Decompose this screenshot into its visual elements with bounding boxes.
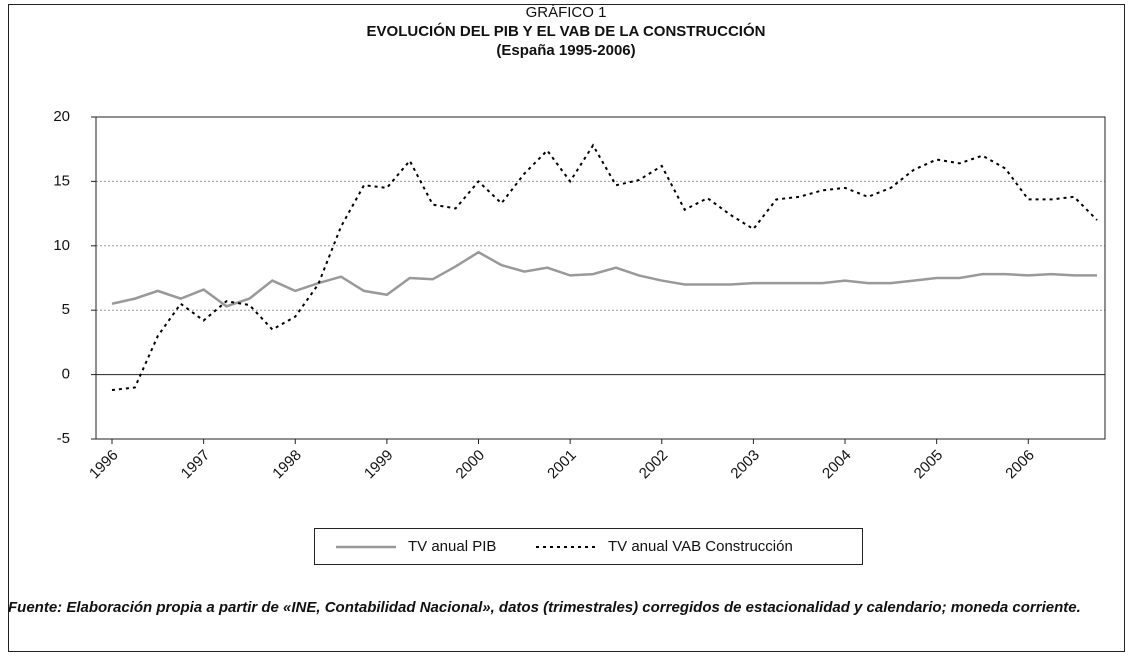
x-tick-label: 2000 xyxy=(453,447,489,483)
y-tick-label: -5 xyxy=(57,430,70,447)
x-tick-label: 1998 xyxy=(269,447,305,483)
x-tick-label: 1999 xyxy=(361,447,397,483)
y-tick-label: 0 xyxy=(62,366,70,383)
x-tick-label: 2001 xyxy=(544,447,580,483)
legend-box xyxy=(314,528,863,565)
frame xyxy=(8,4,1125,652)
chart-subtitle: (España 1995-2006) xyxy=(496,42,635,59)
legend-label: TV anual VAB Construcción xyxy=(608,538,793,555)
y-tick-label: 15 xyxy=(53,172,70,189)
x-tick-label: 2003 xyxy=(727,447,763,483)
x-tick-label: 2005 xyxy=(911,447,947,483)
chart-title: EVOLUCIÓN DEL PIB Y EL VAB DE LA CONSTRU… xyxy=(367,22,766,40)
x-tick-label: 2006 xyxy=(1002,447,1038,483)
line-series xyxy=(111,250,1097,308)
chart-kicker: GRÁFICO 1 xyxy=(526,4,607,21)
x-tick-label: 2002 xyxy=(636,447,672,483)
line-series xyxy=(111,143,1098,392)
legend-label: TV anual PIB xyxy=(408,538,496,555)
source-note: Fuente: Elaboración propia a partir de «… xyxy=(8,599,1081,616)
y-tick-label: 10 xyxy=(53,237,70,254)
x-tick-label: 1997 xyxy=(178,447,214,483)
x-tick-label: 2004 xyxy=(819,447,855,483)
plot-border xyxy=(95,116,1106,440)
y-tick-label: 5 xyxy=(62,301,70,318)
y-tick-label: 20 xyxy=(53,108,70,125)
x-tick-label: 1996 xyxy=(86,447,122,483)
